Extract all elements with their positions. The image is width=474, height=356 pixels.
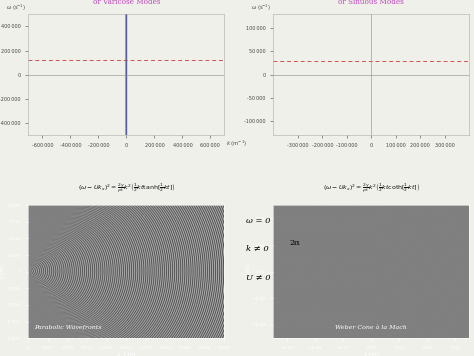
Text: $(\omega - Uk_x)^2 = \frac{2\gamma}{\rho t}k^2\left(\frac{1}{2}kt\coth[\frac{1}{: $(\omega - Uk_x)^2 = \frac{2\gamma}{\rho… xyxy=(323,181,420,195)
Text: 2α: 2α xyxy=(289,239,300,246)
Title: Peristaltic or Symmetric
or Varicose Modes: Peristaltic or Symmetric or Varicose Mod… xyxy=(82,0,171,6)
Text: k ≠ 0: k ≠ 0 xyxy=(246,245,269,253)
Y-axis label: y [m]: y [m] xyxy=(246,264,251,279)
Text: $(\omega - Uk_x)^2 = \frac{2\gamma}{\rho t}k^2\left(\frac{1}{2}kt\tanh[\frac{1}{: $(\omega - Uk_x)^2 = \frac{2\gamma}{\rho… xyxy=(78,181,175,195)
Text: $\omega$ (s$^{-1}$): $\omega$ (s$^{-1}$) xyxy=(251,3,272,13)
Title: Bending or Antisymmetric
or Sinuous Modes: Bending or Antisymmetric or Sinuous Mode… xyxy=(323,0,419,6)
Y-axis label: y [m]: y [m] xyxy=(0,264,5,279)
Text: Parabolic Wavefronts: Parabolic Wavefronts xyxy=(34,325,102,330)
X-axis label: x [m]: x [m] xyxy=(364,351,379,356)
Text: ω = 0: ω = 0 xyxy=(246,217,271,225)
Text: Weber Cone à la Mach: Weber Cone à la Mach xyxy=(336,325,407,330)
Text: $k$ (m$^{-1}$): $k$ (m$^{-1}$) xyxy=(226,139,247,149)
Text: $\omega$ (s$^{-1}$): $\omega$ (s$^{-1}$) xyxy=(6,3,27,13)
Text: U ≠ 0: U ≠ 0 xyxy=(246,274,271,282)
X-axis label: x  [ m]: x [ m] xyxy=(117,351,136,356)
